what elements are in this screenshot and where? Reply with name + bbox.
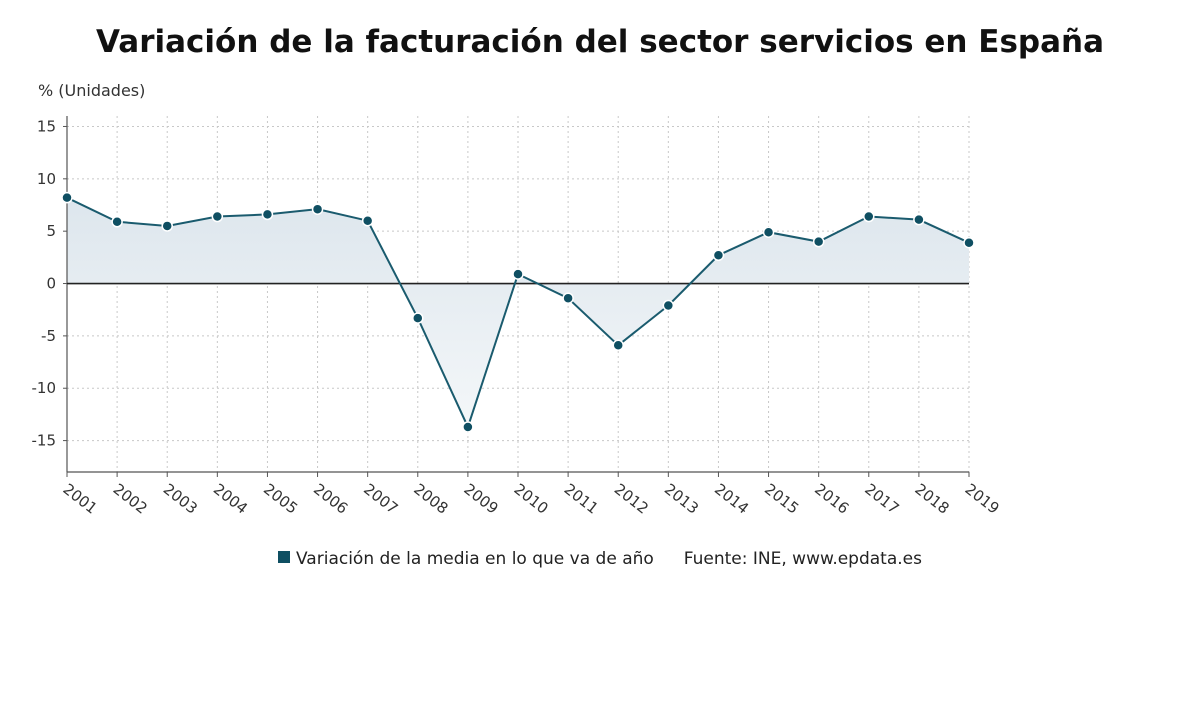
x-tick-label: 2008 xyxy=(410,480,451,518)
x-tick-label: 2011 xyxy=(561,480,602,518)
data-point xyxy=(361,214,374,227)
data-point xyxy=(462,421,474,433)
data-point xyxy=(161,220,173,232)
x-tick-label: 2018 xyxy=(911,480,952,518)
data-points xyxy=(61,191,975,433)
x-tick-label: 2017 xyxy=(861,480,902,518)
x-tick-label: 2019 xyxy=(962,480,1003,518)
x-tick-label: 2007 xyxy=(360,480,401,518)
data-point xyxy=(111,216,123,228)
y-tick-label: -10 xyxy=(32,379,57,397)
grid xyxy=(67,116,970,472)
source-label: Fuente: INE, www.epdata.es xyxy=(683,549,922,569)
data-point xyxy=(712,249,725,262)
y-tick-label: -5 xyxy=(41,327,56,345)
area-fill xyxy=(67,197,969,427)
x-tick-label: 2015 xyxy=(761,480,802,518)
x-tick-label: 2012 xyxy=(611,480,652,518)
x-tick-label: 2006 xyxy=(310,480,351,518)
x-tick-label: 2003 xyxy=(160,480,201,518)
legend: Variación de la media en lo que va de añ… xyxy=(0,549,1200,569)
data-point xyxy=(913,213,925,226)
data-point xyxy=(211,210,224,223)
axes xyxy=(63,116,970,477)
x-tick-label: 2009 xyxy=(460,480,501,518)
y-tick-label: 10 xyxy=(37,170,56,188)
chart-title: Variación de la facturación del sector s… xyxy=(95,24,1105,60)
data-point xyxy=(762,226,775,238)
y-tick-label: 5 xyxy=(46,222,56,240)
x-tick-label: 2004 xyxy=(210,480,251,518)
x-tick-label: 2001 xyxy=(60,480,101,518)
y-tick-label: 15 xyxy=(37,117,56,135)
data-point xyxy=(562,292,574,304)
x-tick-label: 2005 xyxy=(260,480,301,518)
x-tick-label: 2010 xyxy=(511,480,552,518)
data-point xyxy=(812,235,825,248)
x-tick-label: 2002 xyxy=(110,480,151,518)
legend-swatch xyxy=(278,551,290,563)
x-tick-label: 2013 xyxy=(661,480,702,518)
legend-series-label: Variación de la media en lo que va de añ… xyxy=(296,549,654,569)
data-point xyxy=(412,312,424,324)
data-point xyxy=(311,203,324,215)
x-tick-label: 2014 xyxy=(711,480,752,518)
data-point xyxy=(61,191,73,204)
data-point xyxy=(863,210,875,223)
x-tick-label: 2016 xyxy=(811,480,852,518)
y-axis-label: % (Unidades) xyxy=(38,81,146,100)
data-point xyxy=(512,268,524,280)
y-tick-label: -15 xyxy=(32,432,57,450)
data-point xyxy=(261,208,274,221)
area-fill-path xyxy=(67,197,969,427)
y-tick-label: 0 xyxy=(46,275,56,293)
data-point xyxy=(963,236,975,249)
data-point xyxy=(662,299,675,312)
data-point xyxy=(612,339,624,352)
